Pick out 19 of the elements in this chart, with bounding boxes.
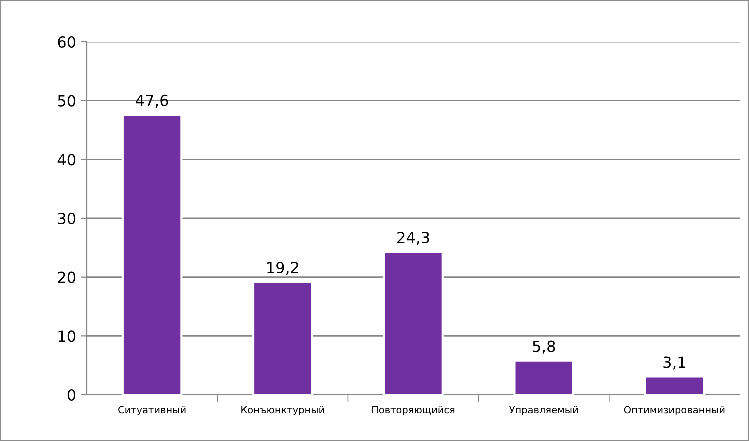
y-tick-label: 40 (58, 154, 76, 166)
data-label: 47,6 (136, 94, 168, 108)
data-label: 5,8 (533, 340, 556, 354)
data-label: 24,3 (398, 232, 430, 246)
data-label: 3,1 (664, 356, 686, 370)
y-tick-label: 20 (58, 272, 76, 284)
bar (644, 376, 706, 395)
x-tick-label: Оптимизированный (624, 406, 725, 416)
x-tick-label: Конъюнктурный (242, 406, 324, 416)
bar (514, 360, 575, 395)
y-tick-label: 0 (68, 389, 76, 402)
data-label: 19,2 (268, 262, 298, 276)
y-tick-label: 30 (58, 212, 76, 225)
y-tick-label: 10 (58, 330, 76, 342)
x-tick-label: Повторяющийся (372, 406, 455, 416)
y-tick-label: 60 (58, 36, 76, 48)
x-tick-label: Управляемый (510, 406, 578, 416)
y-tick-label: 50 (58, 95, 76, 107)
x-tick-label: Ситуативный (118, 406, 186, 416)
